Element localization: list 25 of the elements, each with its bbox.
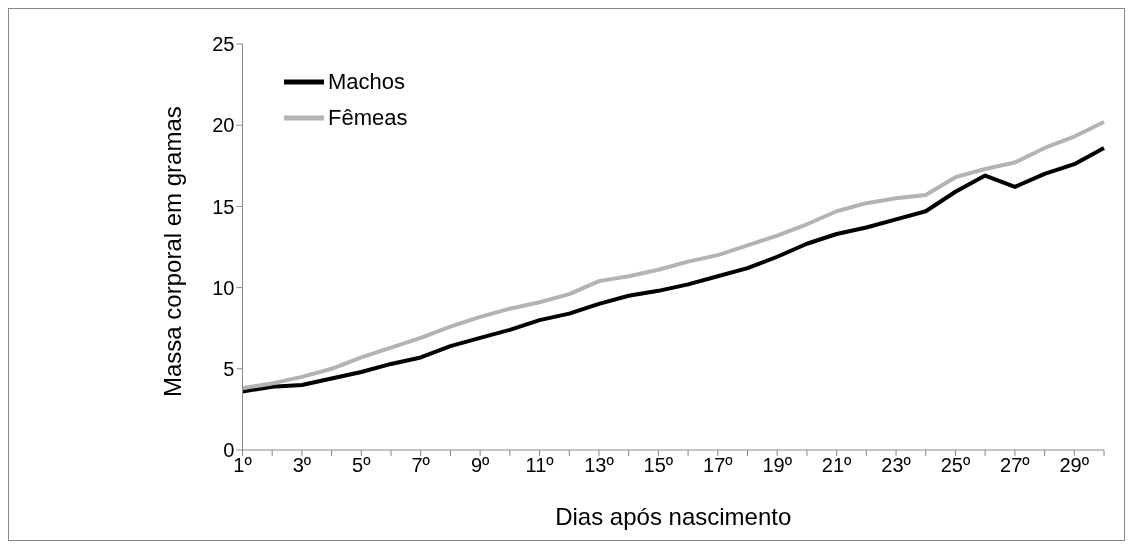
x-axis-title: Dias após nascimento [555, 503, 792, 530]
legend-label: Machos [328, 69, 406, 95]
y-tick-label: 15 [212, 195, 235, 218]
y-tick-label: 0 [223, 439, 235, 462]
y-tick-label: 5 [223, 357, 235, 380]
y-tick-label: 20 [212, 114, 235, 137]
y-axis-title: Massa corporal em gramas [159, 106, 186, 397]
x-tick-label: 23º [881, 454, 912, 477]
x-tick-label: 3º [292, 454, 312, 477]
x-tick-label: 9º [470, 454, 491, 477]
x-tick-label: 27º [1000, 454, 1031, 477]
y-tick-label: 25 [212, 33, 235, 56]
legend-label: Fêmeas [328, 105, 408, 131]
x-tick-label: 15º [643, 454, 674, 477]
x-tick-label: 5º [352, 454, 372, 477]
x-tick-label: 17º [703, 454, 734, 477]
x-tick-label: 11º [525, 454, 555, 477]
x-tick-label: 7º [411, 454, 431, 477]
x-tick-label: 29º [1059, 454, 1090, 477]
x-tick-label: 1º [233, 454, 253, 477]
x-tick-label: 13º [584, 454, 615, 477]
x-tick-label: 19º [762, 454, 793, 477]
x-tick-label: 21º [821, 454, 853, 477]
x-tick-label: 25º [940, 454, 971, 477]
y-tick-label: 10 [212, 276, 235, 299]
